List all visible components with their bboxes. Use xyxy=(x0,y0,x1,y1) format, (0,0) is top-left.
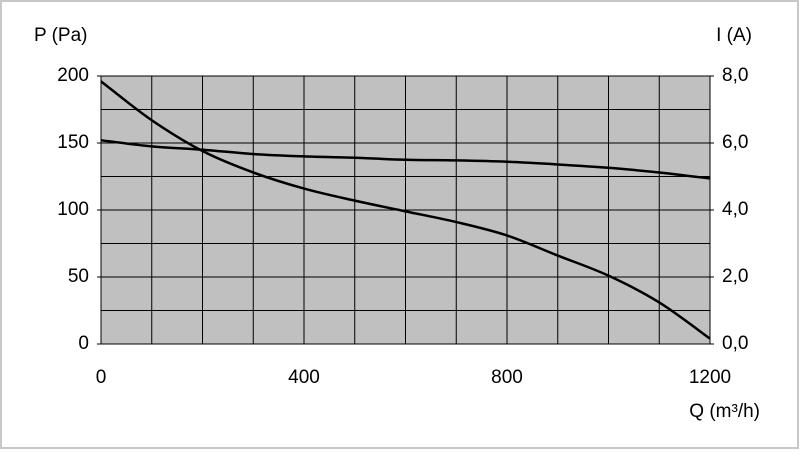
data-line xyxy=(100,80,711,340)
y2-axis-label: I (A) xyxy=(716,25,752,46)
y-tick-label: 50 xyxy=(68,266,89,287)
y-tick-label: 100 xyxy=(57,199,89,220)
x-tick-label: 400 xyxy=(288,367,320,388)
data-line xyxy=(100,139,711,180)
y2-tick-label: 0,0 xyxy=(722,333,748,354)
y-axis-label: P (Pa) xyxy=(34,25,88,46)
y2-tick-label: 2,0 xyxy=(722,266,748,287)
x-tick-label: 800 xyxy=(491,367,523,388)
y-tick-label: 200 xyxy=(57,65,89,86)
y-tick-label: 0 xyxy=(78,333,89,354)
x-tick-label: 0 xyxy=(96,367,107,388)
y2-tick-label: 8,0 xyxy=(722,65,748,86)
y2-tick-label: 6,0 xyxy=(722,132,748,153)
x-tick-label: 1200 xyxy=(689,367,731,388)
y-tick-label: 150 xyxy=(57,132,89,153)
y2-tick-label: 4,0 xyxy=(722,199,748,220)
x-axis-label: Q (m³/h) xyxy=(689,401,760,422)
